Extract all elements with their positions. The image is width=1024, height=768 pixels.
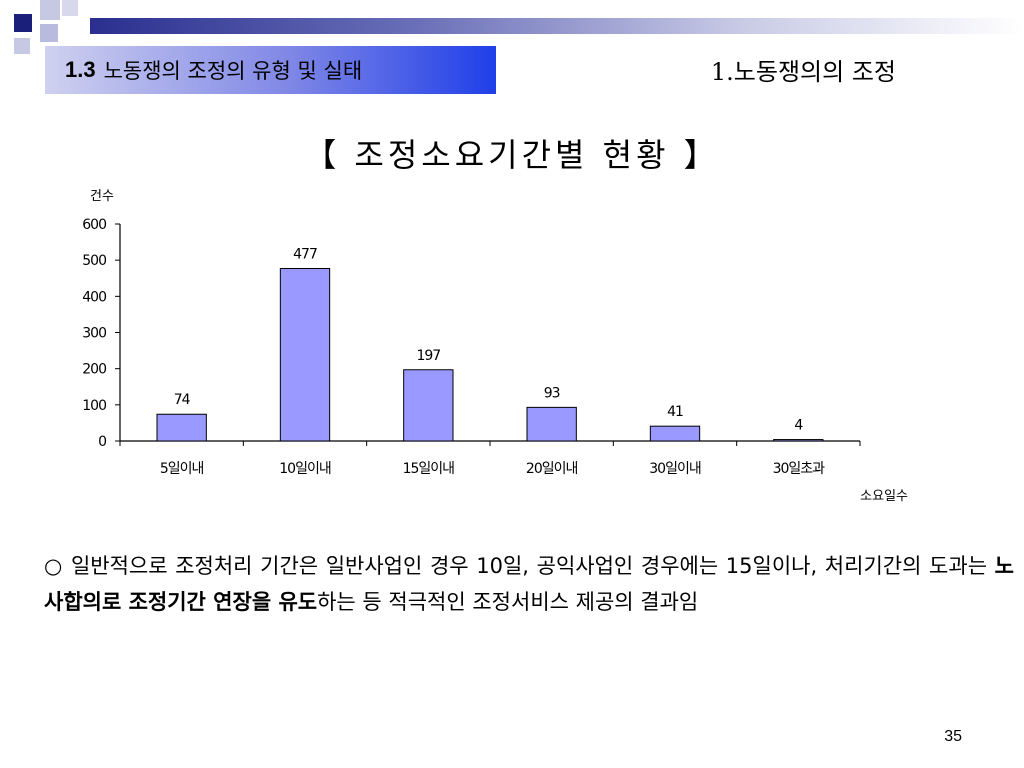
y-tick-label: 600: [82, 217, 106, 233]
chapter-title: 1.노동쟁의의 조정: [710, 58, 896, 86]
section-number: 1.3: [65, 57, 96, 82]
bar: [156, 413, 207, 442]
bar: [649, 425, 701, 442]
data-label: 4: [794, 418, 803, 434]
header-decorative-band: [90, 18, 1024, 34]
bar: [279, 267, 331, 442]
bar-chart: 0 100 200 300 400 500 600 74 5일이내 477 10일이내 197 15일이…: [82, 189, 908, 504]
header-square-light: [40, 0, 60, 20]
bar: [773, 439, 824, 442]
y-axis-title: 건수: [90, 189, 114, 204]
chart-title: 【 조정소요기간별 현황 】: [304, 136, 720, 174]
x-axis-title: 소요일수: [860, 489, 908, 504]
body-text-part2: 하는 등 적극적인 조정서비스 제공의 결과임: [317, 590, 699, 614]
y-tick-label: 0: [98, 434, 106, 450]
y-tick-label: 400: [82, 289, 106, 305]
x-tick-label: 10일이내: [279, 461, 331, 477]
header-square-dark: [14, 14, 32, 32]
x-tick-label: 15일이내: [403, 461, 455, 477]
bar: [403, 369, 454, 442]
bar: [526, 406, 577, 442]
data-label: 197: [416, 348, 440, 364]
data-label: 93: [544, 385, 560, 401]
y-tick-label: 100: [82, 398, 106, 414]
body-text-bold: 노사합의로 조정기간 연장을 유도: [44, 554, 1014, 614]
y-tick-label: 300: [82, 326, 106, 342]
page-number: 35: [944, 728, 962, 745]
header-square-light: [62, 0, 78, 16]
x-tick-label: 5일이내: [160, 461, 204, 477]
data-label: 74: [174, 392, 191, 408]
body-paragraph: ○ 일반적으로 조정처리 기간은 일반사업인 경우 10일, 공익사업인 경우에…: [44, 548, 1014, 620]
body-text-part1: ○ 일반적으로 조정처리 기간은 일반사업인 경우 10일, 공익사업인 경우에…: [44, 554, 995, 578]
data-label: 477: [293, 246, 317, 262]
header-square-light: [40, 24, 58, 42]
data-label: 41: [667, 404, 683, 420]
y-tick-label: 200: [82, 362, 106, 378]
section-title-box: 1.3 노동쟁의 조정의 유형 및 실태: [45, 46, 496, 94]
x-tick-label: 20일이내: [526, 461, 578, 477]
x-tick-label: 30일초과: [773, 461, 826, 477]
header-square-light: [14, 38, 30, 54]
section-title: 노동쟁의 조정의 유형 및 실태: [103, 59, 363, 83]
x-tick-label: 30일이내: [649, 461, 701, 477]
y-tick-label: 500: [82, 253, 106, 269]
